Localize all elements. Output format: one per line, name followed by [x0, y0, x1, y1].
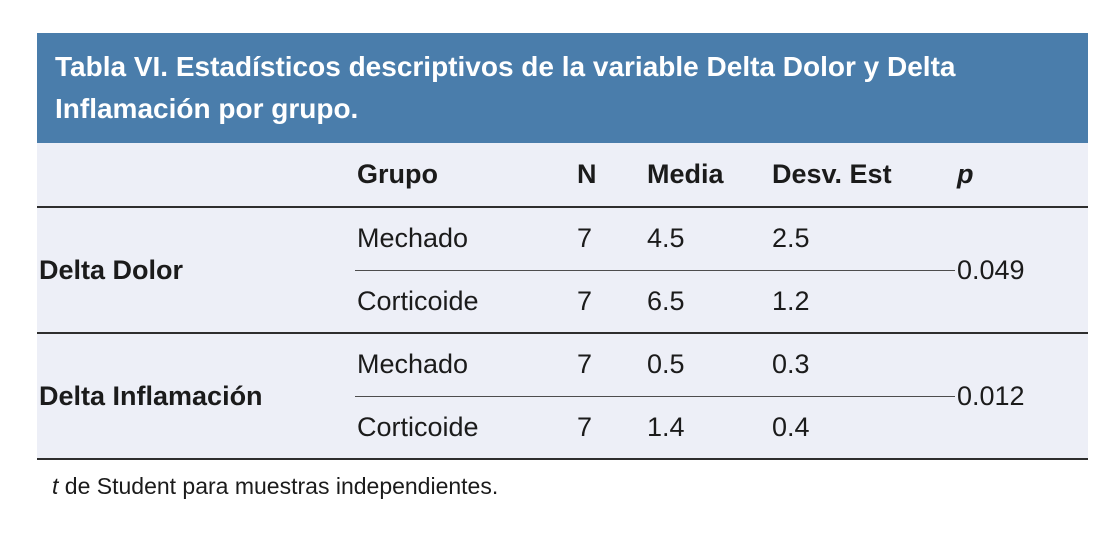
col-header-media: Media	[645, 143, 770, 208]
cell-media: 6.5	[645, 270, 770, 334]
table-row-delta-inflamacion-mechado: Delta Inflamación Mechado 7 0.5 0.3 0.01…	[37, 333, 1088, 460]
cell-grupo: Mechado	[355, 333, 575, 397]
header-empty-cell	[37, 143, 355, 208]
cell-p-delta-dolor: 0.049	[955, 207, 1088, 334]
footnote-t-symbol: t	[52, 473, 59, 499]
stats-table: Grupo N Media Desv. Est p Delta Dolor Me…	[37, 143, 1088, 460]
col-header-n: N	[575, 143, 645, 208]
row-label-delta-inflamacion: Delta Inflamación	[37, 333, 355, 460]
cell-p-delta-inflamacion: 0.012	[955, 333, 1088, 460]
table-row-delta-dolor-mechado: Delta Dolor Mechado 7 4.5 2.5 0.049	[37, 207, 1088, 334]
col-header-grupo: Grupo	[355, 143, 575, 208]
table-footnote: t de Student para muestras independiente…	[37, 473, 1088, 500]
table-header-row: Grupo N Media Desv. Est p	[37, 143, 1088, 208]
row-label-delta-dolor: Delta Dolor	[37, 207, 355, 334]
cell-n: 7	[575, 207, 645, 271]
cell-desv-est: 0.3	[770, 333, 955, 397]
col-header-p: p	[955, 143, 1088, 208]
table-title: Tabla VI. Estadísticos descriptivos de l…	[37, 33, 1088, 143]
footnote-text: de Student para muestras independientes.	[58, 473, 499, 499]
cell-desv-est: 2.5	[770, 207, 955, 271]
cell-grupo: Corticoide	[355, 396, 575, 460]
cell-n: 7	[575, 270, 645, 334]
cell-desv-est: 0.4	[770, 396, 955, 460]
cell-n: 7	[575, 333, 645, 397]
cell-media: 0.5	[645, 333, 770, 397]
table-card: Tabla VI. Estadísticos descriptivos de l…	[37, 33, 1088, 500]
table-row-delta-dolor-corticoide: Corticoide 7 6.5 1.2	[37, 270, 1088, 334]
table-row-delta-inflamacion-corticoide: Corticoide 7 1.4 0.4	[37, 396, 1088, 460]
cell-desv-est: 1.2	[770, 270, 955, 334]
cell-media: 1.4	[645, 396, 770, 460]
cell-media: 4.5	[645, 207, 770, 271]
cell-n: 7	[575, 396, 645, 460]
col-header-desv-est: Desv. Est	[770, 143, 955, 208]
cell-grupo: Mechado	[355, 207, 575, 271]
cell-grupo: Corticoide	[355, 270, 575, 334]
